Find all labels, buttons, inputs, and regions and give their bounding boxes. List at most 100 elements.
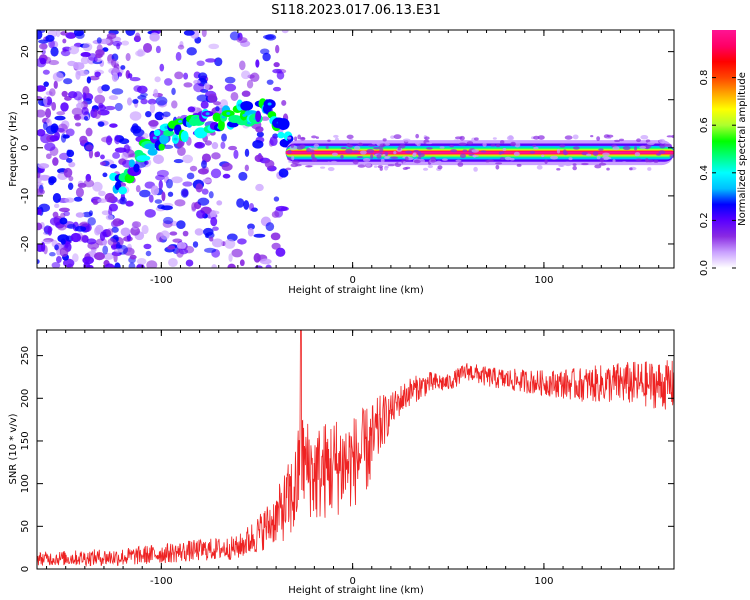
noise-blob <box>202 227 214 236</box>
noise-blob <box>165 178 173 189</box>
band-speckle <box>660 141 666 144</box>
colorbar <box>712 30 736 268</box>
noise-blob <box>135 184 141 193</box>
noise-blob <box>56 127 65 133</box>
band-speckle <box>544 159 548 165</box>
noise-blob <box>111 72 119 82</box>
noise-blob <box>260 116 270 121</box>
noise-blob <box>247 223 255 230</box>
band-speckle <box>371 140 377 145</box>
noise-blob <box>53 80 58 89</box>
noise-blob <box>238 171 248 181</box>
noise-blob <box>141 224 149 235</box>
band-speckle <box>413 159 421 164</box>
noise-blob <box>241 70 251 80</box>
band-speckle <box>390 135 395 139</box>
noise-blob <box>44 142 56 152</box>
band-speckle <box>606 167 610 171</box>
noise-blob <box>49 135 60 142</box>
noise-blob <box>233 149 239 159</box>
colorbar-tick-label: 0.2 <box>699 212 710 228</box>
noise-blob <box>150 185 160 196</box>
noise-blob <box>74 114 82 121</box>
noise-blob <box>49 252 56 257</box>
noise-blob <box>160 230 170 240</box>
noise-blob <box>260 48 270 55</box>
noise-blob <box>85 144 94 151</box>
noise-blob <box>173 159 184 164</box>
noise-blob <box>108 207 113 217</box>
noise-blob <box>220 141 226 150</box>
y-tick-label: 150 <box>20 431 31 450</box>
noise-blob <box>75 212 85 218</box>
noise-blob <box>136 257 147 265</box>
band-speckle <box>352 159 359 165</box>
band-speckle <box>458 142 467 146</box>
band-speckle <box>393 150 397 155</box>
noise-blob <box>94 94 106 104</box>
band-speckle <box>382 153 386 157</box>
noise-blob <box>265 264 272 268</box>
noise-blob <box>239 259 245 267</box>
band-speckle <box>537 135 545 140</box>
drift-blob <box>277 131 285 139</box>
noise-blob <box>174 71 184 80</box>
noise-blob <box>106 32 117 40</box>
band-speckle <box>533 146 539 150</box>
spectrogram-image <box>37 30 674 268</box>
band-speckle <box>294 136 298 141</box>
band-speckle <box>397 146 401 151</box>
band-speckle <box>596 136 601 142</box>
band-speckle <box>290 163 299 168</box>
band-speckle <box>354 145 361 151</box>
noise-blob <box>109 163 118 169</box>
noise-blob <box>66 223 76 229</box>
noise-blob <box>196 60 205 67</box>
band-speckle <box>572 146 580 150</box>
noise-blob <box>132 99 139 104</box>
noise-blob <box>176 220 186 230</box>
noise-blob <box>103 252 114 260</box>
noise-blob <box>208 191 214 199</box>
band-speckle <box>586 153 592 157</box>
band-speckle <box>379 147 384 153</box>
noise-blob <box>177 146 186 157</box>
band-speckle <box>384 155 391 159</box>
band-speckle <box>356 155 364 159</box>
noise-blob <box>48 176 57 184</box>
noise-blob <box>52 157 59 166</box>
noise-blob <box>194 228 204 236</box>
drift-blob <box>144 143 157 150</box>
noise-blob <box>49 217 62 226</box>
band-speckle <box>287 136 292 140</box>
noise-blob <box>228 253 233 262</box>
noise-blob <box>244 148 250 157</box>
band-speckle <box>311 157 318 162</box>
noise-blob <box>107 238 117 246</box>
band-speckle <box>346 142 351 147</box>
noise-blob <box>38 30 46 33</box>
band-speckle <box>502 148 507 151</box>
noise-blob <box>60 238 66 245</box>
x-tick-label: 0 <box>349 576 355 587</box>
noise-blob <box>125 30 136 36</box>
band-speckle <box>327 167 335 172</box>
band-speckle <box>462 149 468 152</box>
noise-blob <box>83 179 95 188</box>
band-speckle <box>290 143 295 148</box>
noise-blob <box>189 165 198 172</box>
noise-blob <box>192 241 199 248</box>
noise-blob <box>60 133 67 143</box>
noise-blob <box>83 116 89 121</box>
snr-x-ticks: -100 0 100 <box>46 330 660 587</box>
band-speckle <box>500 140 505 145</box>
band-speckle <box>357 142 363 146</box>
band-speckle <box>516 163 522 167</box>
band-speckle <box>603 156 612 160</box>
band-speckle <box>311 153 315 159</box>
x-tick-label: -100 <box>150 275 173 286</box>
noise-blob <box>201 30 207 38</box>
band-speckle <box>393 134 402 140</box>
noise-blob <box>112 152 121 159</box>
